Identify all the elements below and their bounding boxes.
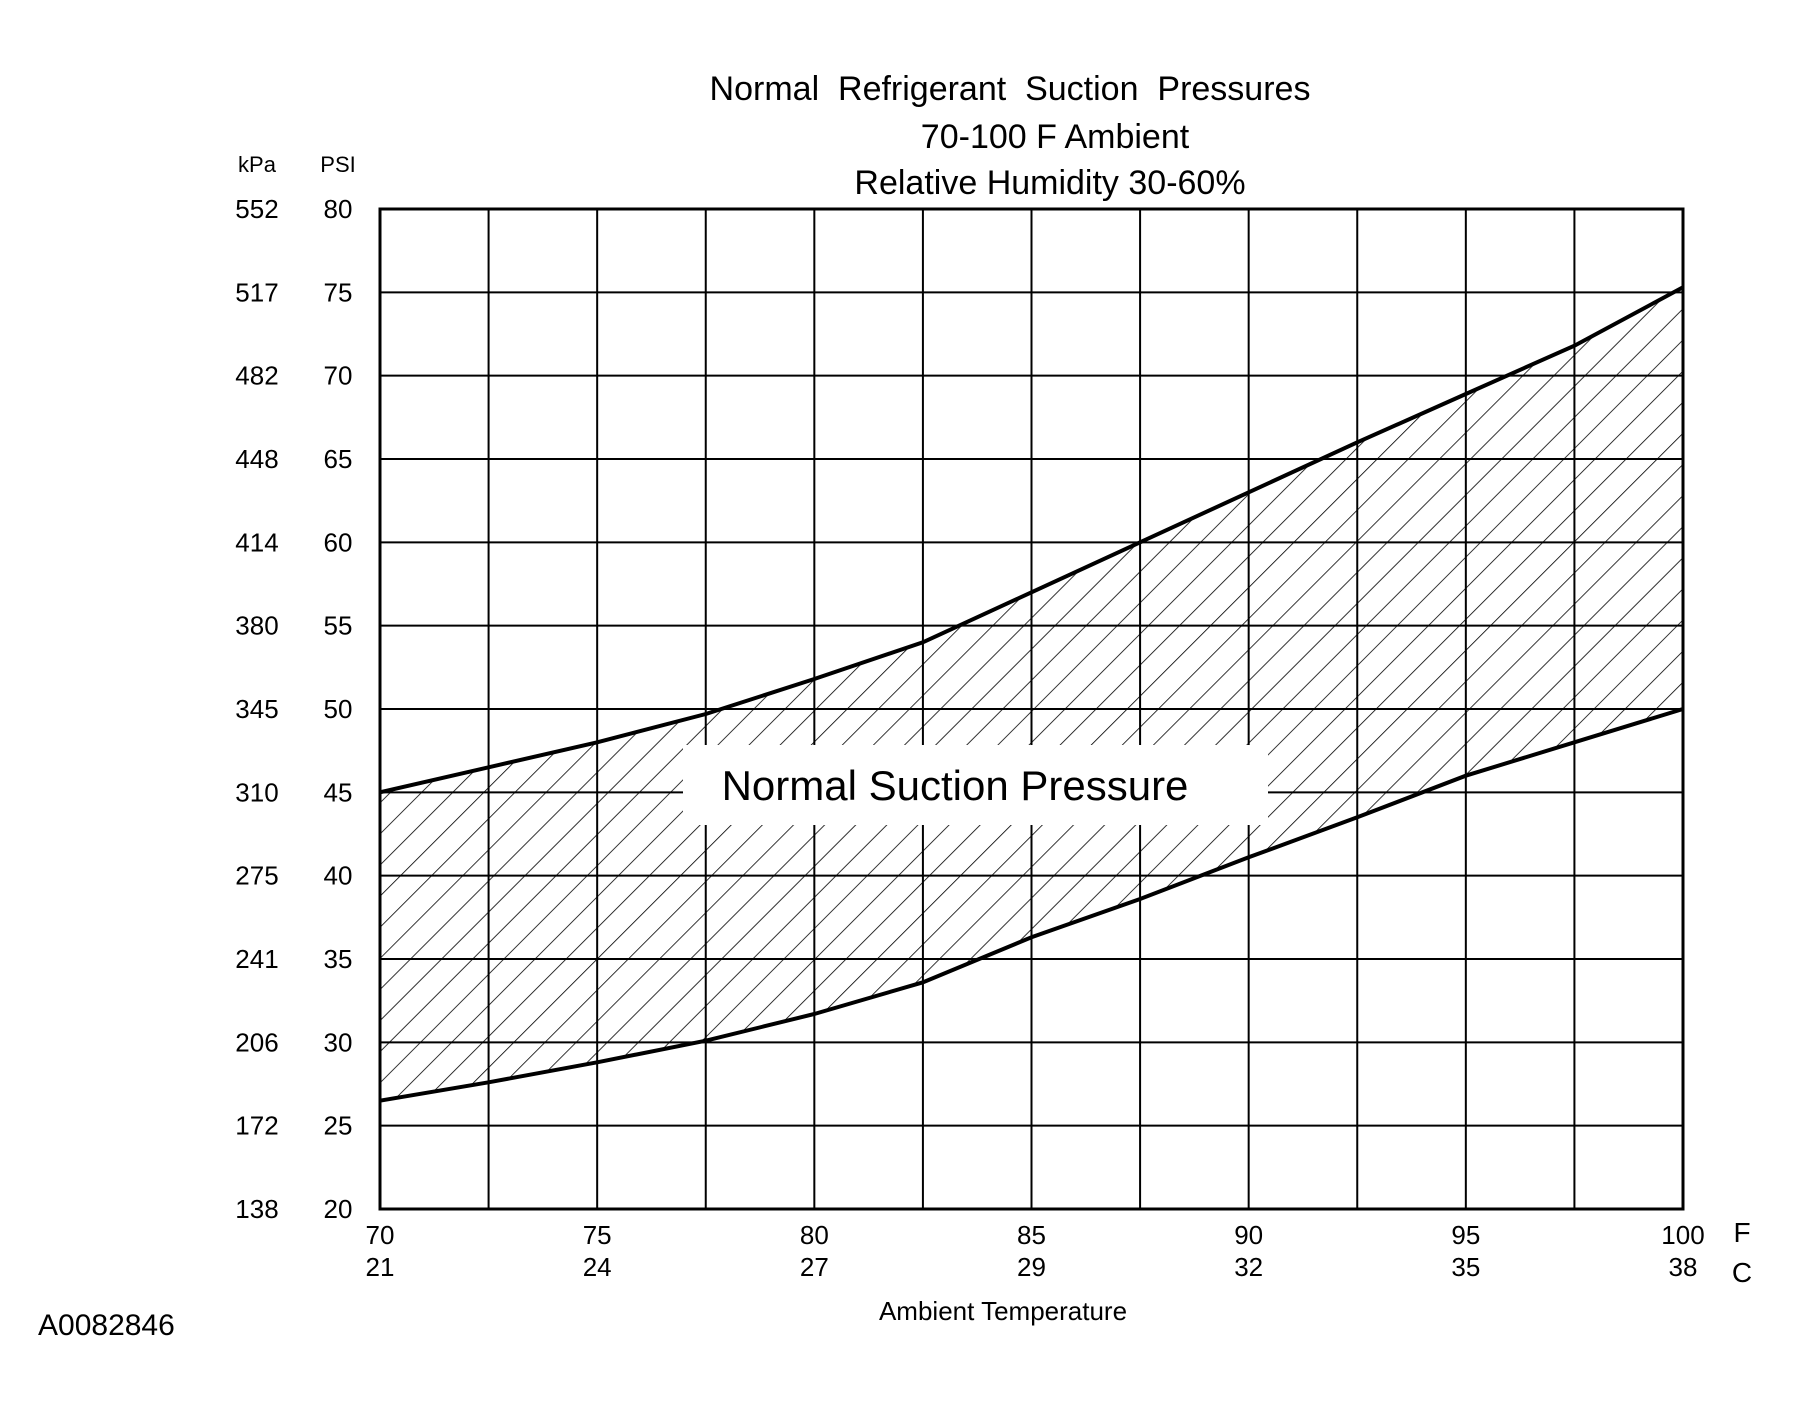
x-tick-label-f: 80 [800,1220,829,1250]
y-tick-label-psi: 75 [324,277,353,307]
x-tick-label-f: 70 [366,1220,395,1250]
x-tick-label-f: 95 [1451,1220,1480,1250]
x-tick-label-f: 85 [1017,1220,1046,1250]
x-tick-label-c: 29 [1017,1252,1046,1282]
region-label-background [683,745,1268,825]
y-tick-label-kpa: 517 [235,277,278,307]
x-unit-c: C [1732,1257,1752,1288]
plot-frame [378,207,1685,1211]
y-tick-label-psi: 60 [324,527,353,557]
x-tick-label-f: 75 [583,1220,612,1250]
x-unit-f: F [1733,1217,1750,1248]
x-tick-label-c: 21 [366,1252,395,1282]
y-tick-label-kpa: 448 [235,444,278,474]
y-unit-psi: PSI [320,152,355,177]
y-tick-label-kpa: 380 [235,611,278,641]
y-tick-label-kpa: 275 [235,861,278,891]
chart-title: Normal Refrigerant Suction Pressures [710,70,1311,108]
region-label: Normal Suction Pressure [722,762,1189,809]
y-tick-label-kpa: 482 [235,361,278,391]
figure-code: A0082846 [38,1309,175,1342]
y-tick-label-psi: 30 [324,1027,353,1057]
y-tick-label-psi: 50 [324,694,353,724]
x-tick-label-f: 100 [1661,1220,1704,1250]
chart-subtitle-line-2: Relative Humidity 30-60% [854,164,1245,202]
y-tick-label-kpa: 138 [235,1194,278,1224]
y-tick-label-kpa: 310 [235,777,278,807]
x-tick-label-f: 90 [1234,1220,1263,1250]
x-tick-label-c: 35 [1451,1252,1480,1282]
y-tick-label-psi: 40 [324,861,353,891]
y-tick-label-psi: 55 [324,611,353,641]
y-tick-label-psi: 70 [324,361,353,391]
x-tick-label-c: 38 [1669,1252,1698,1282]
y-tick-label-kpa: 552 [235,194,278,224]
y-tick-label-kpa: 345 [235,694,278,724]
chart-subtitle-line-1: 70-100 F Ambient [921,118,1190,156]
y-tick-label-psi: 65 [324,444,353,474]
y-tick-label-kpa: 172 [235,1111,278,1141]
x-tick-label-c: 32 [1234,1252,1263,1282]
y-axis-ticks: 552 80 517 75 482 70 448 65 414 60 380 55 345 50 310 45… [235,194,352,1224]
series-lower-line [379,707,1684,1103]
y-tick-label-psi: 25 [324,1111,353,1141]
normal-pressure-band [380,287,1683,1101]
y-tick-label-psi: 80 [324,194,353,224]
y-tick-label-psi: 35 [324,944,353,974]
x-axis-label: Ambient Temperature [879,1296,1127,1326]
y-tick-label-kpa: 206 [235,1027,278,1057]
y-tick-label-kpa: 414 [235,527,278,557]
y-tick-label-psi: 45 [324,777,353,807]
y-tick-label-kpa: 241 [235,944,278,974]
x-tick-label-c: 27 [800,1252,829,1282]
y-unit-kpa: kPa [238,152,277,177]
y-tick-label-psi: 20 [324,1194,353,1224]
series-upper-line [379,285,1684,795]
x-tick-label-c: 24 [583,1252,612,1282]
